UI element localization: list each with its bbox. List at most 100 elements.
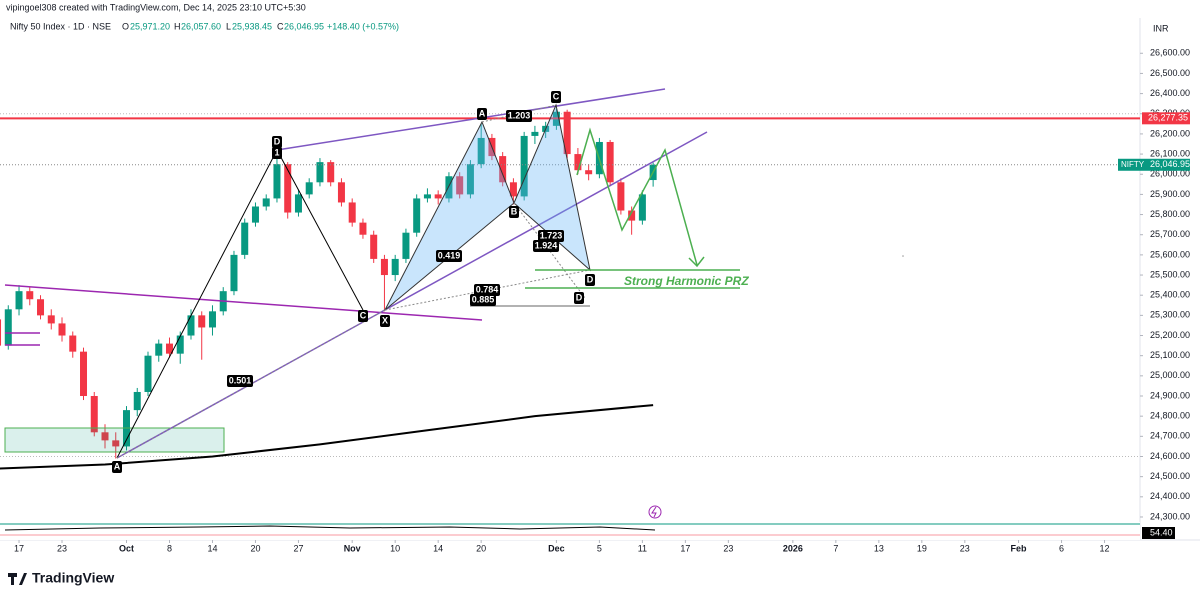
x-tick-label: Oct [119,543,134,553]
logo: TradingView [8,570,114,586]
label-bg [112,461,122,473]
label-bg [538,230,564,242]
close: 26,046.95 [284,21,324,31]
x-tick-label: 8 [167,543,172,553]
y-tick-label: 24,300.00 [1150,511,1190,521]
label-bg [272,136,282,148]
pattern-label: 0.885 [472,294,495,304]
pattern-label: 1.723 [540,230,563,240]
candle-body [445,176,453,199]
zone [4,427,225,453]
x-tick-label: 13 [874,543,884,553]
label-bg [227,375,253,387]
x-tick-label: 11 [638,543,647,553]
currency: INR [1153,23,1169,33]
candle-body [155,343,163,356]
candle-body [262,198,270,207]
event-icon [651,506,657,518]
candle-body [606,141,614,183]
label-bg [380,315,390,327]
y-tick-label: 26,000.00 [1150,169,1190,179]
label-bg [509,206,519,218]
candle-body [305,182,313,195]
candle-body [230,254,238,292]
candle-body [26,291,34,300]
last-label: 26,046.95 [1150,159,1190,169]
label-bg [574,292,584,304]
x-tick-label: 23 [57,543,67,553]
arrow-head [688,256,705,268]
event-icon[interactable] [648,505,662,519]
y-tick-label: 25,300.00 [1150,310,1190,320]
logo-icon [8,573,27,585]
x-tick-label: 17 [680,543,690,553]
x-tick-label: 20 [476,543,486,553]
candle-body [327,162,335,183]
candle-body [47,315,55,324]
y-tick-label: 25,200.00 [1150,330,1190,340]
last-label-bg [1144,158,1190,171]
candle-body [509,182,517,197]
candle-body [316,162,324,183]
label-bg [533,240,559,252]
candle-body [348,202,356,223]
x-tick-label: 14 [207,543,217,553]
label-bg [470,294,496,306]
x-tick-label: 23 [723,543,733,553]
y-tick-label: 24,500.00 [1150,471,1190,481]
label-bg [506,110,532,122]
moving-average [0,404,654,470]
y-tick-label: 24,800.00 [1150,411,1190,421]
trend-line [276,88,666,151]
candle-body [80,351,88,397]
brand: TradingView [32,570,114,586]
y-tick-label: 24,400.00 [1150,491,1190,501]
candle-body [337,182,345,203]
candle-body [477,137,485,165]
x-tick-label: 27 [293,543,303,553]
candle-body [585,170,593,175]
l-key: L [226,21,231,31]
y-tick-label: 24,600.00 [1150,451,1190,461]
candle-body [359,222,367,235]
symbol-label: NIFTY [1121,160,1145,169]
high: 26,057.60 [181,21,221,31]
candle-body [241,222,249,255]
label-bg [436,250,462,262]
x-tick-label: 12 [1100,543,1110,553]
level-label: 26,277.35 [1148,113,1188,123]
label-bg [477,108,487,120]
x-tick-label: 6 [1059,543,1064,553]
candle-body [638,194,646,221]
x-tick-label: Dec [548,543,565,553]
candle-body [456,176,464,195]
open: 25,971.20 [130,21,170,31]
candle-body [90,396,98,433]
candle-body [101,432,109,441]
candle-body [58,323,66,336]
low: 25,938.45 [232,21,272,31]
credit: vipingoel308 created with TradingView.co… [6,2,306,12]
y-tick-label: 26,400.00 [1150,88,1190,98]
dot [902,255,904,257]
pattern-label: B [511,206,518,216]
x-tick-label: 17 [14,543,24,553]
pattern-label: D [274,136,281,146]
candle-body [531,131,539,136]
symbol-label-bg [1118,158,1144,171]
candle-body [133,391,141,411]
x-tick-label: Feb [1011,543,1028,553]
h-key: H [174,21,181,31]
pattern-label: C [553,91,560,101]
candle-body [112,440,120,447]
candle-body [466,164,474,195]
candle-body [402,232,410,259]
x-tick-label: 10 [390,543,400,553]
y-tick-label: 25,400.00 [1150,290,1190,300]
candle-body [15,291,23,310]
pattern-label: 1 [274,147,279,157]
candle-body [0,319,2,346]
